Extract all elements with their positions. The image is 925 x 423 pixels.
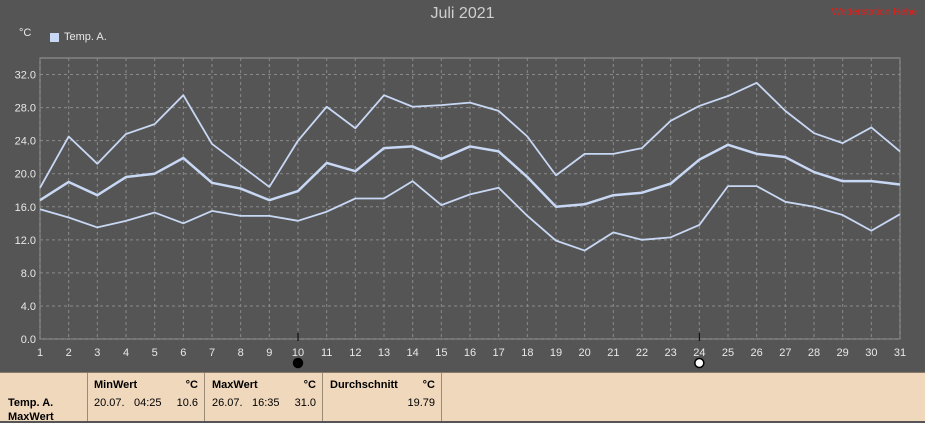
marker-open <box>694 357 705 369</box>
series-line-min <box>39 180 901 252</box>
x-tick-label: 22 <box>636 347 648 359</box>
y-unit-label: °C <box>19 27 32 39</box>
max-header: MaxWert <box>212 379 258 391</box>
x-tick-label: 15 <box>435 347 447 359</box>
x-tick-label: 31 <box>894 347 906 359</box>
x-tick-label: 6 <box>180 347 186 359</box>
x-tick-label: 16 <box>464 347 476 359</box>
x-tick-label: 11 <box>321 347 332 359</box>
max-date: 26.07. <box>212 397 243 409</box>
chart-area: 0.0 4.0 8.0 12.0 16.0 20.0 24.0 28.0 32.0 1 2 3 4 5 6 7… <box>15 57 906 369</box>
x-tick-label: 25 <box>722 347 734 359</box>
x-tick-label: 8 <box>238 347 244 359</box>
x-tick-label: 18 <box>521 347 533 359</box>
x-tick-label: 7 <box>209 347 215 359</box>
row-label-sub: MaxWert <box>8 411 54 423</box>
min-header: MinWert <box>94 379 138 391</box>
y-tick-label: 20.0 <box>15 169 36 181</box>
row-label-cell: Temp. A. MaxWert <box>0 373 88 423</box>
x-tick-label: 19 <box>550 347 562 359</box>
max-cell: MaxWert °C 26.07. 16:35 31.0 <box>205 373 323 421</box>
legend-swatch <box>50 32 59 42</box>
avg-unit: °C <box>422 379 435 391</box>
min-value: 10.6 <box>176 397 198 409</box>
x-tick-label: 2 <box>66 347 72 359</box>
avg-value: 19.79 <box>407 397 435 409</box>
chart-title: Juli 2021 <box>430 5 495 22</box>
max-time: 16:35 <box>252 397 280 409</box>
x-tick-label: 4 <box>123 347 129 359</box>
chart-svg: 0.04.08.012.016.020.024.028.032.01 2 3 4 5 6 7… <box>15 57 906 369</box>
x-tick-label: 24 <box>693 347 705 359</box>
avg-header: Durchschnitt <box>330 379 398 391</box>
min-unit: °C <box>185 379 198 391</box>
x-tick-label: 17 <box>493 347 505 359</box>
min-cell: MinWert °C 20.07. 04:25 10.6 <box>88 373 205 421</box>
y-tick-label: 0.0 <box>21 334 36 346</box>
row-label: Temp. A. <box>8 397 54 409</box>
min-date: 20.07. <box>94 397 125 409</box>
summary-table: Temp. A. MaxWert MinWert °C 20.07. 04:25… <box>0 372 925 423</box>
station-label: Wetterstation Hehe <box>831 7 917 18</box>
x-tick-label: 30 <box>865 347 877 359</box>
series-line-avg <box>39 143 901 209</box>
y-tick-label: 28.0 <box>15 103 36 115</box>
x-tick-label: 13 <box>378 347 390 359</box>
legend-label: Temp. A. <box>64 31 107 43</box>
y-tick-label: 8.0 <box>21 268 36 280</box>
series-line-max <box>39 81 901 189</box>
x-tick-label: 14 <box>407 347 419 359</box>
x-tick-label: 28 <box>808 347 820 359</box>
x-tick-label: 27 <box>779 347 791 359</box>
x-tick-label: 20 <box>579 347 591 359</box>
y-tick-label: 12.0 <box>15 235 36 247</box>
max-unit: °C <box>303 379 316 391</box>
x-tick-label: 29 <box>837 347 849 359</box>
x-tick-label: 26 <box>751 347 763 359</box>
x-tick-label: 12 <box>349 347 361 359</box>
y-tick-label: 32.0 <box>15 70 36 82</box>
x-tick-label: 23 <box>665 347 677 359</box>
y-tick-label: 24.0 <box>15 136 36 148</box>
x-tick-label: 9 <box>266 347 272 359</box>
x-tick-label: 1 <box>37 347 43 359</box>
marker-filled <box>292 357 304 369</box>
x-tick-label: 21 <box>607 347 619 359</box>
max-value: 31.0 <box>294 397 316 409</box>
x-tick-label: 5 <box>152 347 158 359</box>
y-tick-label: 4.0 <box>21 301 36 313</box>
y-tick-label: 16.0 <box>15 202 36 214</box>
min-time: 04:25 <box>134 397 162 409</box>
legend: Temp. A. <box>50 31 107 43</box>
x-tick-label: 10 <box>292 347 304 359</box>
avg-cell: Durchschnitt °C 19.79 <box>323 373 442 421</box>
x-tick-label: 3 <box>94 347 100 359</box>
